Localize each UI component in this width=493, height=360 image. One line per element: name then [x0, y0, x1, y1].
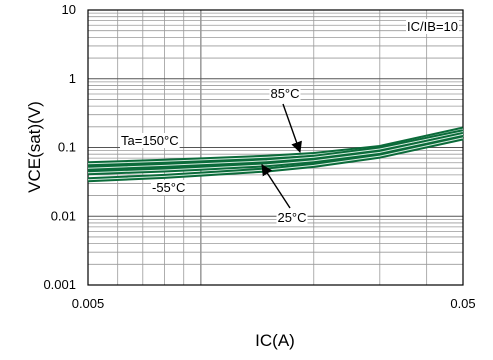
y-axis-title: VCE(sat)(V) [25, 101, 44, 193]
y-tick-label: 10 [62, 2, 76, 17]
y-tick-label: 0.001 [43, 277, 76, 292]
annotation-label-group: -55°C [151, 180, 187, 195]
condition-label-background [406, 19, 459, 34]
annotation-label-background [276, 210, 308, 225]
x-tick-label: 0.005 [72, 296, 105, 311]
grid [88, 10, 463, 285]
arrows-group [261, 103, 302, 209]
series-line [87, 131, 464, 169]
y-tick-label: 0.01 [51, 208, 76, 223]
annotation-label: Ta=150°C [121, 133, 179, 148]
annotation-label-background [269, 86, 301, 101]
annotation-label-group: Ta=150°C [120, 133, 180, 148]
annotation-label-background [120, 133, 180, 148]
x-tick-label: 0.05 [450, 296, 475, 311]
plot-area-border [87, 9, 464, 286]
condition-label-group: IC/IB=10 [406, 19, 459, 34]
y-tick-label: 1 [69, 71, 76, 86]
y-tick-label: 0.1 [58, 140, 76, 155]
x-axis-title: IC(A) [255, 331, 295, 350]
annotation-label: 25°C [277, 210, 306, 225]
arrow-85c [282, 103, 302, 154]
annotation-label: -55°C [152, 180, 185, 195]
labels-group: 0.001 0.01 0.1 1 10 0.005 0.05 IC/IB=10 Ta=150°C… [43, 2, 475, 311]
condition-label: IC/IB=10 [407, 19, 458, 34]
annotation-label: 85°C [270, 86, 299, 101]
annotation-label-group: 85°C [269, 86, 301, 101]
annotation-label-group: 25°C [276, 210, 308, 225]
annotation-label-background [151, 180, 187, 195]
arrow-25c [261, 164, 291, 209]
series-group [87, 126, 464, 183]
